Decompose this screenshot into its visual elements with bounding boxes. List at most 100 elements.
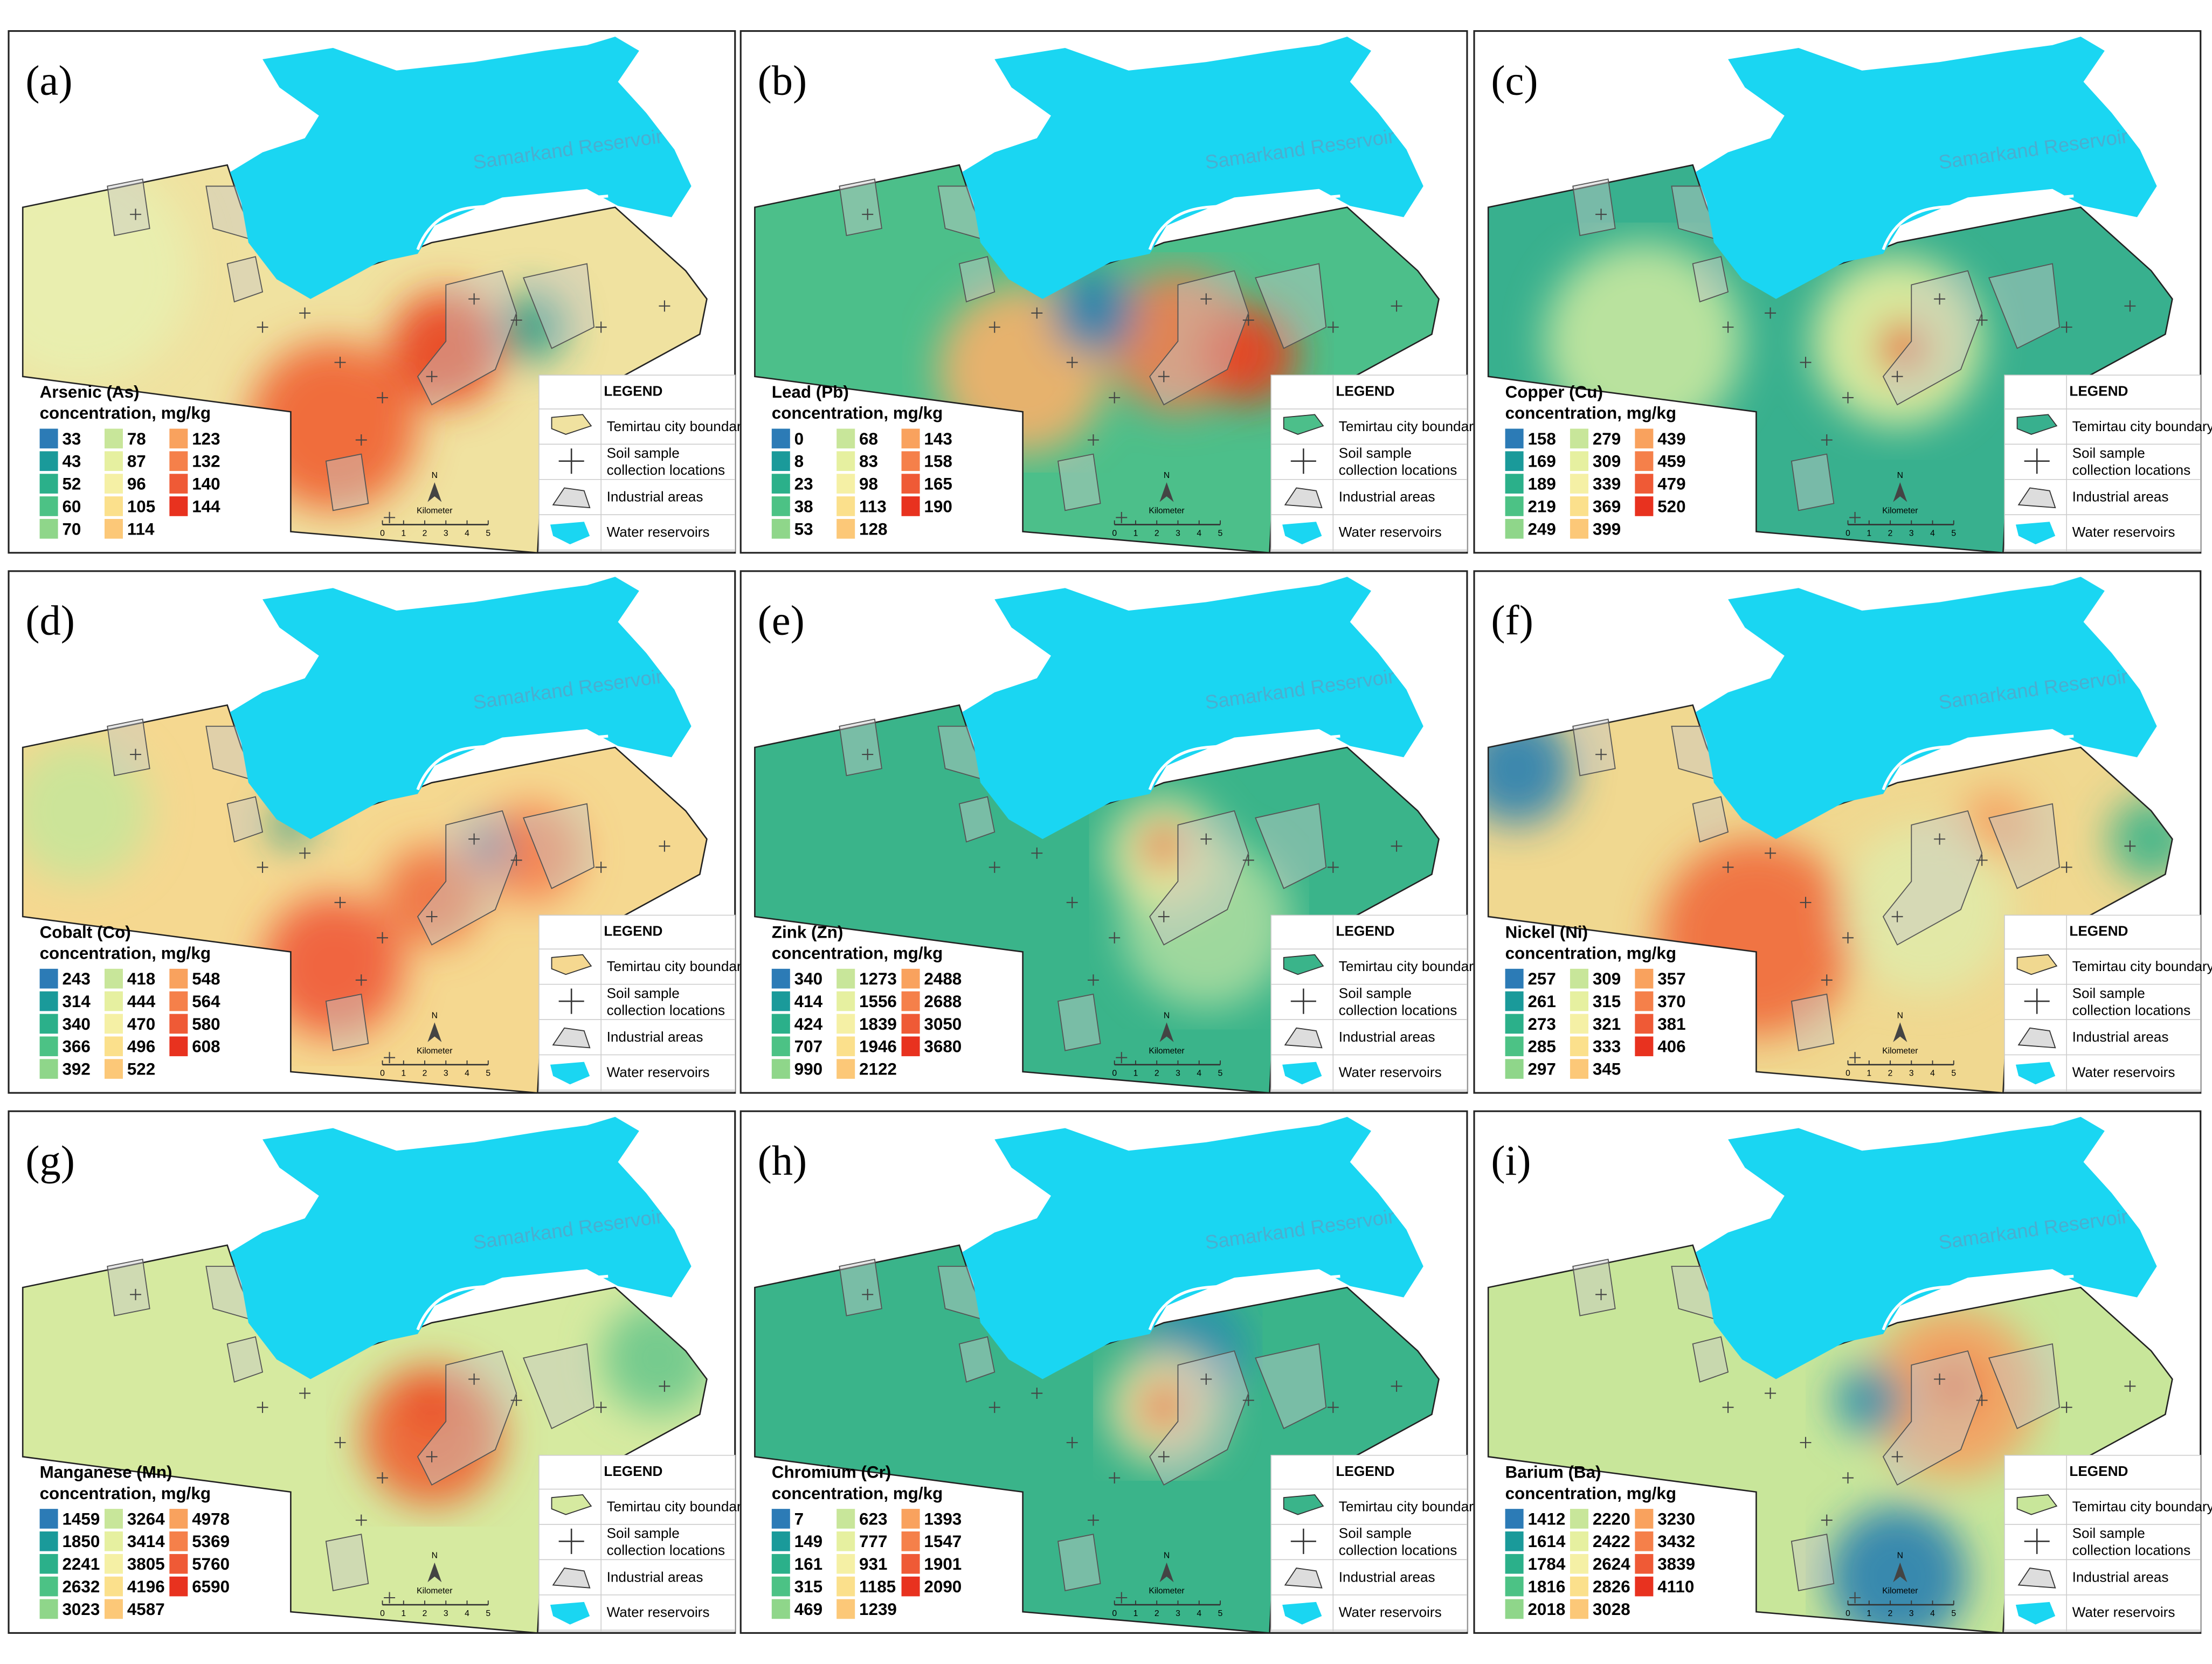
- reservoir: [962, 37, 1423, 299]
- class-swatch: [837, 428, 855, 449]
- scale-tick-label: 4: [465, 1069, 469, 1078]
- class-swatch: [169, 451, 188, 472]
- legend-item: collection locations: [1339, 1542, 1457, 1558]
- scale-tick-label: 5: [1218, 1609, 1223, 1618]
- sample-point: [1031, 1388, 1043, 1399]
- class-swatch: [837, 474, 855, 494]
- legend-item: Soil sample: [1339, 445, 1412, 461]
- map-panel: Samarkand Reservoir(h)Chromium (Cr)conce…: [739, 1110, 1481, 1634]
- industrial-area: [1791, 453, 1835, 511]
- legend-title: LEGEND: [2069, 383, 2128, 399]
- hotspot: [1050, 271, 1136, 356]
- industrial-area: [839, 178, 882, 237]
- sample-point: [1800, 357, 1812, 369]
- scale-tick-label: 2: [423, 529, 427, 538]
- north-arrow: [427, 482, 442, 502]
- class-value: 1816: [1527, 1577, 1565, 1596]
- class-value: 1412: [1527, 1509, 1565, 1528]
- class-swatch: [104, 1059, 123, 1079]
- water-icon: [550, 1062, 590, 1085]
- sample-point: [1934, 293, 1946, 305]
- industrial-area: [958, 796, 996, 843]
- north-arrow: [1159, 482, 1174, 502]
- class-swatch: [39, 1036, 58, 1057]
- sample-point: [1765, 847, 1776, 859]
- industrial-area: [1255, 1343, 1327, 1430]
- class-swatch: [1570, 474, 1588, 494]
- class-value: 333: [1593, 1037, 1621, 1056]
- class-swatch: [169, 428, 188, 449]
- industrial-area: [1572, 178, 1616, 237]
- class-swatch: [169, 1036, 188, 1057]
- class-swatch: [169, 474, 188, 494]
- scale-title: Kilometer: [1149, 1046, 1184, 1056]
- boundary-icon: [1283, 414, 1324, 435]
- scale-title: Kilometer: [1149, 1586, 1184, 1596]
- class-swatch: [837, 1059, 855, 1079]
- legend-unit: concentration, mg/kg: [40, 404, 211, 422]
- class-swatch: [771, 1531, 790, 1551]
- scale-title: Kilometer: [417, 1586, 452, 1596]
- scale-tick-label: 2: [1888, 529, 1893, 538]
- class-swatch: [39, 1576, 58, 1597]
- class-swatch: [901, 1576, 920, 1597]
- sample-icon: [1290, 988, 1316, 1014]
- class-swatch: [837, 451, 855, 472]
- class-swatch: [1570, 1014, 1588, 1034]
- hotspot: [1932, 1365, 1975, 1408]
- industrial-area: [1882, 810, 1983, 946]
- legend-element: Chromium (Cr): [772, 1463, 891, 1482]
- class-swatch: [1505, 968, 1524, 989]
- class-swatch: [771, 1554, 790, 1574]
- class-swatch: [39, 991, 58, 1011]
- legend-unit: concentration, mg/kg: [1505, 944, 1676, 963]
- class-swatch: [771, 1014, 790, 1034]
- scale-tick-label: 1: [1133, 1069, 1138, 1078]
- boundary-icon: [2016, 1494, 2058, 1515]
- sample-point: [334, 897, 346, 909]
- map-legend: LEGEND Temirtau city boundary Soil samplec…: [1270, 375, 1481, 552]
- class-value: 1273: [859, 969, 897, 988]
- class-value: 623: [859, 1509, 887, 1528]
- class-value: 1784: [1527, 1555, 1565, 1573]
- dam: [416, 195, 609, 251]
- industrial-area: [1572, 718, 1616, 776]
- class-value: 38: [794, 497, 813, 516]
- north-label: N: [432, 1011, 438, 1020]
- scale-title: Kilometer: [1149, 507, 1184, 516]
- sample-point: [1031, 307, 1043, 319]
- class-value: 4196: [127, 1577, 165, 1596]
- sample-point: [1066, 897, 1078, 909]
- class-swatch: [901, 968, 920, 989]
- industrial-area: [417, 810, 517, 946]
- class-swatch: [837, 1599, 855, 1619]
- class-value: 2488: [924, 969, 962, 988]
- legend-item: collection locations: [1339, 462, 1457, 478]
- class-swatch: [1635, 1554, 1654, 1574]
- class-value: 3414: [127, 1532, 165, 1551]
- class-value: 43: [62, 452, 81, 471]
- class-swatch: [1635, 1036, 1654, 1057]
- legend-element: Copper (Cu): [1505, 383, 1603, 401]
- scale-tick-label: 4: [1197, 1069, 1201, 1078]
- map-panel: Samarkand Reservoir(e)Zink (Zn)concentra…: [739, 570, 1481, 1094]
- hotspot: [1143, 824, 1185, 868]
- boundary-icon: [2016, 414, 2058, 435]
- class-value: 469: [794, 1600, 822, 1619]
- class-value: 370: [1657, 992, 1685, 1011]
- legend-item: Industrial areas: [2072, 1029, 2169, 1045]
- class-swatch: [169, 1554, 188, 1574]
- class-swatch: [1570, 428, 1588, 449]
- dam: [1882, 734, 2074, 791]
- sample-point: [595, 1402, 607, 1413]
- map-panel: Samarkand Reservoir(i)Barium (Ba)concent…: [1473, 1110, 2212, 1634]
- class-value: 144: [192, 497, 220, 516]
- scale-title: Kilometer: [1882, 507, 1918, 516]
- class-value: 2241: [62, 1555, 100, 1573]
- scale-tick-label: 4: [1930, 529, 1935, 538]
- scale-tick-label: 3: [1909, 1069, 1914, 1078]
- dam: [1882, 195, 2074, 251]
- class-swatch: [104, 1576, 123, 1597]
- scale-tick-label: 4: [1930, 1609, 1935, 1618]
- class-value: 369: [1593, 497, 1621, 516]
